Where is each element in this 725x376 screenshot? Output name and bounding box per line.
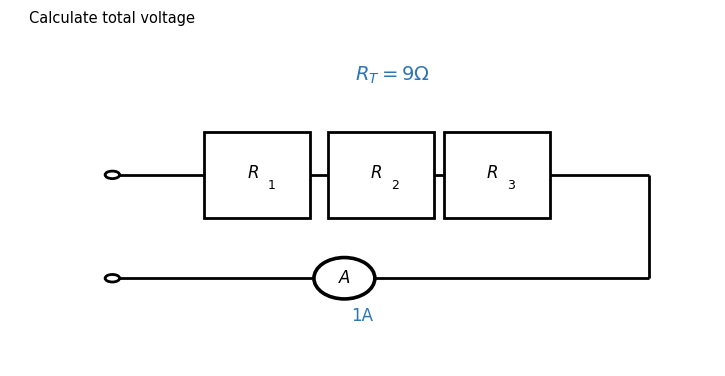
Text: 2: 2	[392, 179, 399, 192]
Text: R: R	[247, 164, 259, 182]
Circle shape	[105, 171, 120, 179]
Text: A: A	[339, 269, 350, 287]
FancyBboxPatch shape	[204, 132, 310, 218]
Text: Calculate total voltage: Calculate total voltage	[29, 11, 195, 26]
Text: R: R	[486, 164, 498, 182]
Text: $R_T = 9\Omega$: $R_T = 9\Omega$	[355, 65, 430, 86]
Ellipse shape	[314, 258, 375, 299]
FancyBboxPatch shape	[444, 132, 550, 218]
Text: 3: 3	[507, 179, 515, 192]
Text: R: R	[370, 164, 382, 182]
Circle shape	[105, 274, 120, 282]
Text: 1: 1	[268, 179, 276, 192]
FancyBboxPatch shape	[328, 132, 434, 218]
Text: 1A: 1A	[352, 307, 373, 325]
